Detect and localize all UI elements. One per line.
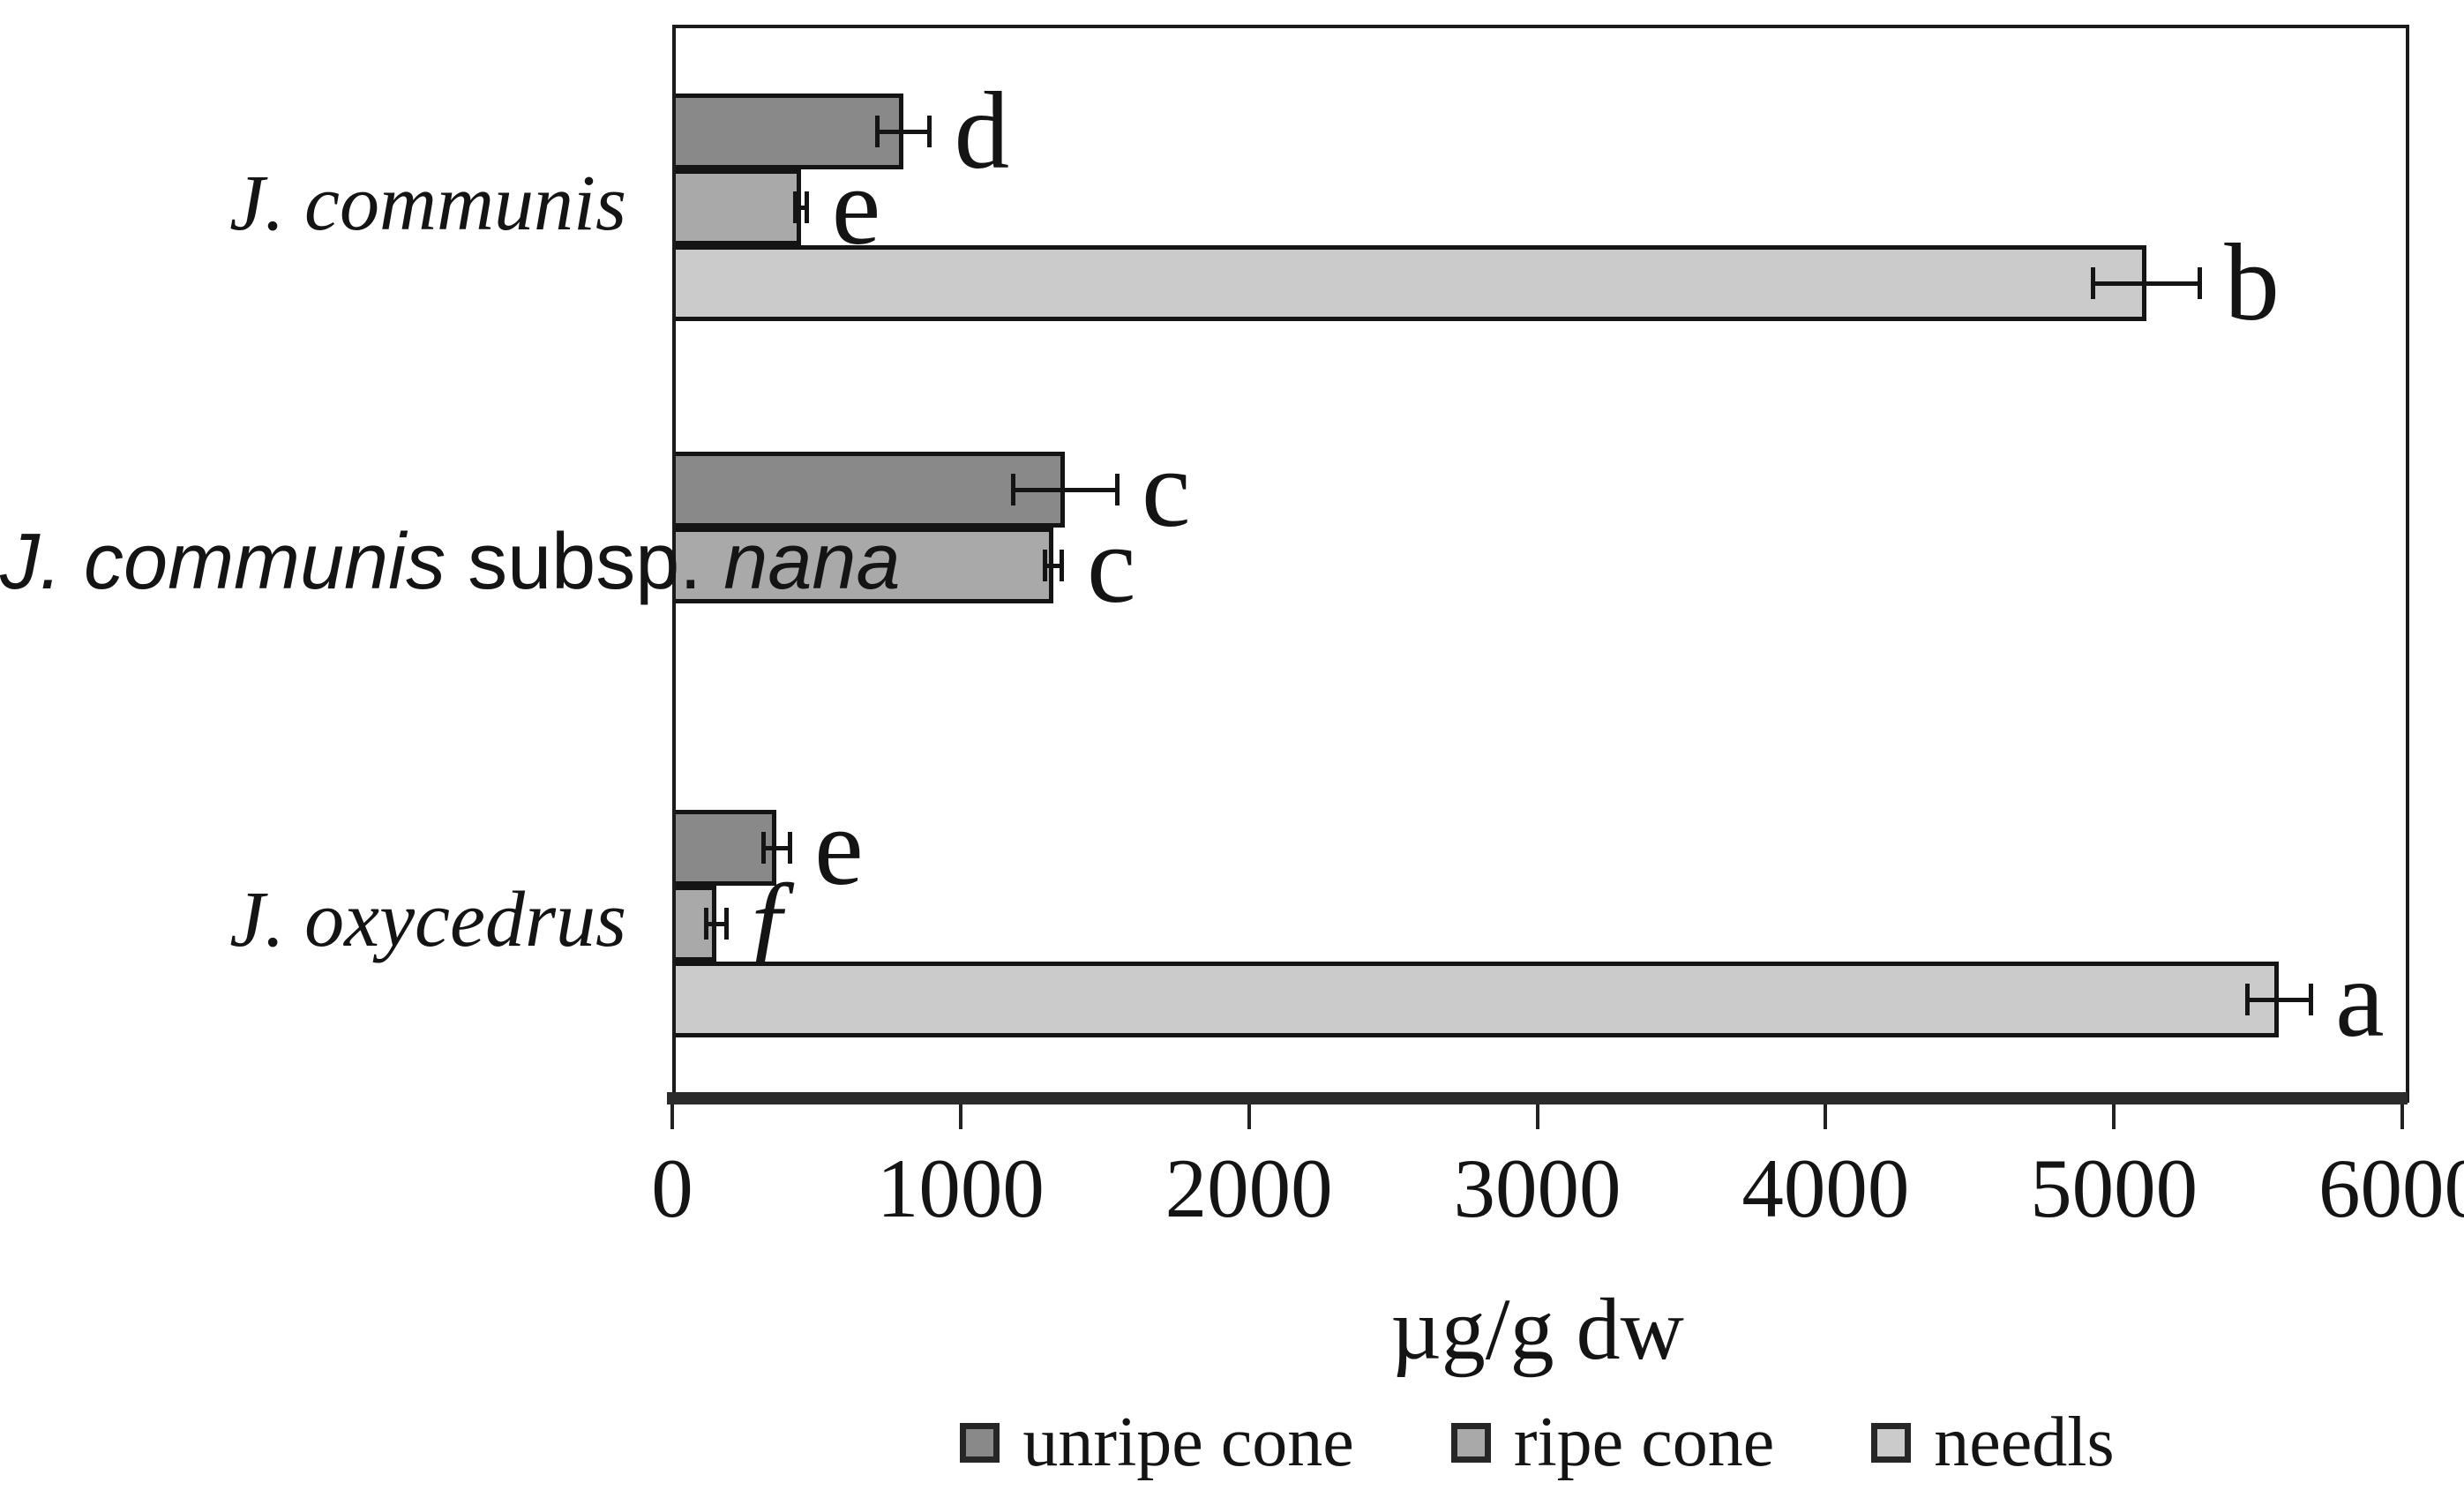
x-axis-tick	[1247, 1104, 1251, 1129]
category-label: J. communis	[0, 164, 626, 243]
category-label: J. communis subsp. nana	[0, 522, 901, 603]
significance-letter: e	[831, 146, 881, 268]
bar-unripe-cone	[676, 810, 777, 886]
error-bar	[2093, 281, 2200, 286]
legend-item: unripe cone	[960, 1404, 1354, 1481]
legend-label: unripe cone	[1022, 1404, 1354, 1481]
x-axis-tick	[958, 1104, 962, 1129]
error-bar-cap	[2308, 984, 2313, 1015]
significance-letter: d	[954, 70, 1010, 192]
x-axis-tick-label: 1000	[876, 1142, 1045, 1235]
error-bar-cap	[793, 191, 798, 223]
error-bar	[1045, 563, 1062, 568]
legend-key-unripe-cone	[960, 1422, 1000, 1463]
legend-label: ripe cone	[1513, 1404, 1775, 1481]
error-bar-cap	[1010, 474, 1015, 505]
error-bar	[1013, 487, 1118, 492]
legend-key-ripe-cone	[1450, 1422, 1491, 1463]
significance-letter: e	[814, 786, 864, 909]
error-bar	[877, 129, 930, 134]
bar-needls	[676, 245, 2146, 321]
error-bar-cap	[703, 908, 708, 940]
significance-letter: c	[1086, 504, 1136, 626]
error-bar	[2247, 997, 2311, 1002]
category-label-part: subsp.	[446, 518, 724, 606]
x-axis-tick	[2400, 1104, 2404, 1129]
category-label: J. oxycedrus	[0, 880, 626, 960]
significance-letter: b	[2224, 221, 2280, 344]
x-axis-tick-label: 3000	[1453, 1142, 1621, 1235]
plot-area: d c e e c f b a	[672, 25, 2409, 1103]
error-bar-cap	[2244, 984, 2250, 1015]
bar-ripe-cone	[676, 528, 1054, 603]
significance-letter: c	[1142, 428, 1191, 550]
error-bar-cap	[1042, 550, 1047, 581]
error-bar-cap	[805, 191, 810, 223]
error-bar-cap	[787, 832, 792, 864]
legend-item: ripe cone	[1450, 1404, 1775, 1481]
x-axis-tick	[2112, 1104, 2116, 1129]
error-bar	[706, 921, 727, 926]
x-axis-tick-label: 0	[651, 1142, 693, 1235]
error-bar-cap	[2197, 267, 2202, 299]
legend: unripe cone ripe cone needls	[672, 1404, 2402, 1481]
x-axis-line	[667, 1092, 2408, 1104]
x-axis-tick	[1824, 1104, 1828, 1129]
bar-needls	[676, 962, 2280, 1037]
bar-unripe-cone	[676, 452, 1066, 528]
error-bar-cap	[761, 832, 767, 864]
error-bar-cap	[723, 908, 729, 940]
x-axis-tick-label: 2000	[1165, 1142, 1333, 1235]
bar-unripe-cone	[676, 94, 904, 169]
error-bar-cap	[1060, 550, 1065, 581]
error-bar-cap	[927, 116, 932, 147]
error-bar	[795, 205, 807, 210]
legend-label: needls	[1934, 1404, 2115, 1481]
x-axis-tick	[1535, 1104, 1539, 1129]
error-bar	[763, 845, 790, 850]
significance-letter: f	[751, 862, 782, 985]
x-axis-tick-label: 4000	[1741, 1142, 1910, 1235]
legend-key-needls	[1871, 1422, 1912, 1463]
significance-letter: a	[2335, 938, 2385, 1060]
category-label-part: nana	[723, 518, 901, 606]
x-axis-tick-label: 5000	[2030, 1142, 2198, 1235]
bar-ripe-cone	[676, 169, 802, 245]
error-bar-cap	[1114, 474, 1120, 505]
error-bar-cap	[2090, 267, 2095, 299]
x-axis-title: µg/g dw	[1390, 1280, 1684, 1378]
error-bar-cap	[875, 116, 880, 147]
legend-item: needls	[1871, 1404, 2115, 1481]
category-label-part: J. communis	[0, 518, 446, 606]
x-axis-tick	[670, 1104, 674, 1129]
x-axis-tick-label: 6000	[2318, 1142, 2464, 1235]
category-label-part: J. communis	[229, 160, 626, 247]
category-label-part: J. oxycedrus	[229, 876, 626, 963]
